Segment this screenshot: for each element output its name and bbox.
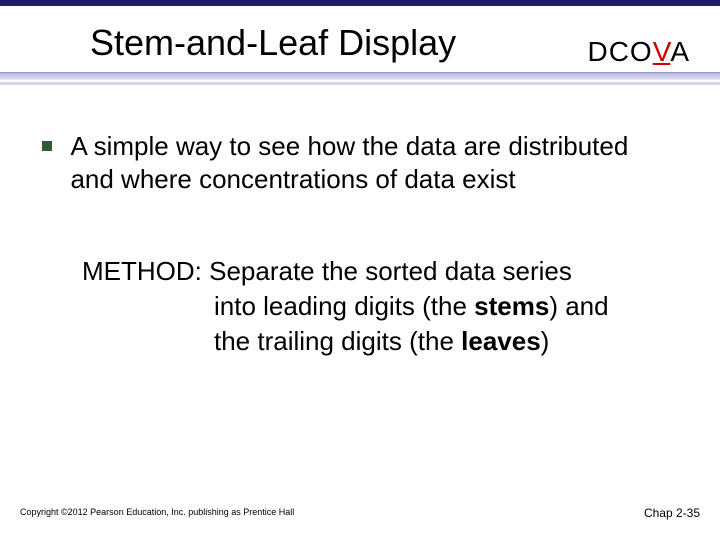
underline-thick bbox=[0, 72, 720, 80]
dcova-a: A bbox=[670, 36, 690, 67]
method-block: METHOD: Separate the sorted data series … bbox=[82, 254, 682, 359]
slide-title: Stem-and-Leaf Display bbox=[90, 22, 456, 63]
copyright-text: Copyright ©2012 Pearson Education, Inc. … bbox=[20, 507, 294, 517]
method-line3-a: the trailing digits (the bbox=[214, 326, 461, 356]
method-line-2: into leading digits (the stems) and bbox=[82, 289, 682, 324]
method-line2-a: into leading digits (the bbox=[214, 291, 474, 321]
method-leaves: leaves bbox=[461, 326, 541, 356]
bullet-text: A simple way to see how the data are dis… bbox=[70, 130, 670, 195]
dcova-d: D bbox=[587, 36, 608, 67]
bullet-block: A simple way to see how the data are dis… bbox=[42, 130, 682, 195]
method-prefix: METHOD: bbox=[82, 256, 209, 286]
dcova-label: DCOVA bbox=[587, 36, 690, 68]
title-area: Stem-and-Leaf Display bbox=[90, 22, 650, 64]
method-line2-b: ) and bbox=[549, 291, 608, 321]
method-line-3: the trailing digits (the leaves) bbox=[82, 324, 682, 359]
chapter-page: Chap 2-35 bbox=[644, 506, 700, 520]
dcova-c: C bbox=[609, 36, 630, 67]
title-underline bbox=[0, 72, 720, 85]
method-line3-b: ) bbox=[541, 326, 550, 356]
underline-thin bbox=[0, 82, 720, 85]
dcova-o: O bbox=[630, 36, 653, 67]
dcova-v: V bbox=[653, 36, 671, 67]
slide: Stem-and-Leaf Display DCOVA A simple way… bbox=[0, 0, 720, 540]
top-accent-bar bbox=[0, 0, 720, 6]
method-line-1: METHOD: Separate the sorted data series bbox=[82, 254, 682, 289]
method-line1-rest: Separate the sorted data series bbox=[209, 256, 572, 286]
method-stems: stems bbox=[474, 291, 549, 321]
bullet-square-icon bbox=[42, 141, 52, 151]
footer: Copyright ©2012 Pearson Education, Inc. … bbox=[20, 502, 700, 520]
